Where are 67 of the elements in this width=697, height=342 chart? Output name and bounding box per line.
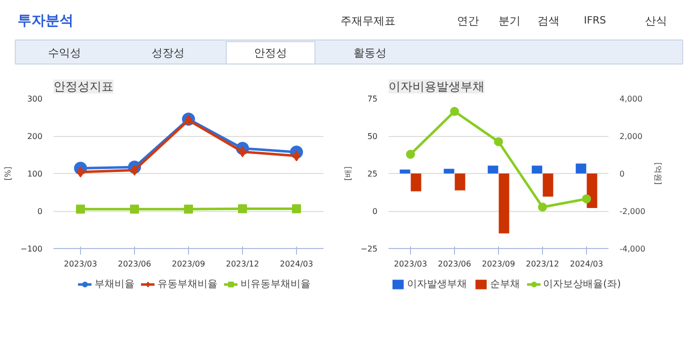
y-tick-label: 0 [372, 207, 378, 216]
text: 안정성 [254, 46, 288, 60]
point [76, 166, 84, 178]
y2-tick-label: 4,000 [620, 94, 642, 104]
point [582, 194, 591, 204]
bar [410, 174, 422, 192]
y2-tick-label: -4,000 [620, 244, 646, 254]
y-tick-label: 75 [367, 94, 378, 104]
legend-label: 순부채 [490, 278, 520, 291]
text: IFRS [584, 16, 606, 26]
legend-label: 이자발생부채 [407, 278, 468, 291]
bar [576, 164, 586, 174]
point [76, 204, 85, 214]
text: 분기 [498, 14, 520, 28]
bar [400, 170, 410, 174]
bar [454, 174, 466, 190]
x-tick-label: 2023/12 [226, 260, 260, 268]
point [292, 204, 301, 214]
x-tick-label: 2024/03 [570, 260, 604, 268]
chart-title: 이자비용발생부채 [388, 80, 484, 94]
x-tick-label: 2023/06 [118, 260, 152, 268]
y-tick-label: −100 [20, 244, 43, 254]
y-tick-label: 25 [367, 170, 378, 178]
bar [498, 174, 510, 234]
point [450, 106, 459, 116]
legend-label: 이자보상배율(좌) [543, 278, 621, 291]
text: 주재무제표 [340, 14, 396, 28]
bar [542, 174, 554, 197]
x-tick-label: 2023/03 [64, 260, 98, 268]
y-tick-label: 300 [27, 94, 43, 104]
point [238, 204, 247, 214]
text: 연간 [456, 14, 479, 28]
chart-title: 안정성지표 [54, 80, 114, 94]
y-tick-label: −25 [360, 244, 378, 254]
x-tick-label: 2023/06 [438, 260, 472, 268]
text: 활동성 [354, 46, 387, 60]
legend-label: 비유동부채비율 [240, 278, 310, 291]
bar [444, 168, 454, 174]
y2-tick-label: 2,000 [620, 132, 642, 141]
x-tick-label: 2024/03 [280, 260, 314, 268]
point [406, 150, 415, 159]
bar [532, 166, 542, 174]
y-axis-title: [배] [344, 166, 353, 181]
x-tick-label: 2023/12 [526, 260, 560, 268]
bar [488, 166, 498, 174]
y2-axis-title: [억원] [653, 162, 662, 185]
text: 검색 [538, 14, 560, 28]
text: 성장성 [152, 46, 185, 60]
y-axis-title: [%] [4, 166, 13, 180]
y2-tick-label: -2,000 [620, 207, 646, 216]
x-tick-label: 2023/03 [394, 260, 428, 268]
text: 산식 [645, 14, 668, 28]
legend-label: 유동부채비율 [158, 278, 218, 291]
legend-label: 부채비율 [94, 278, 134, 291]
text: 투자분석 [17, 13, 74, 29]
y-tick-label: 50 [367, 132, 378, 141]
point [184, 204, 193, 214]
text: 수익성 [48, 46, 82, 60]
y-tick-label: 0 [37, 207, 43, 216]
point [538, 202, 547, 212]
y2-tick-label: 0 [620, 170, 625, 178]
point [130, 204, 139, 214]
y-tick-label: 100 [27, 170, 43, 178]
y-tick-label: 200 [27, 132, 43, 141]
x-tick-label: 2023/09 [482, 260, 516, 268]
point [494, 137, 503, 146]
x-tick-label: 2023/09 [172, 260, 206, 268]
